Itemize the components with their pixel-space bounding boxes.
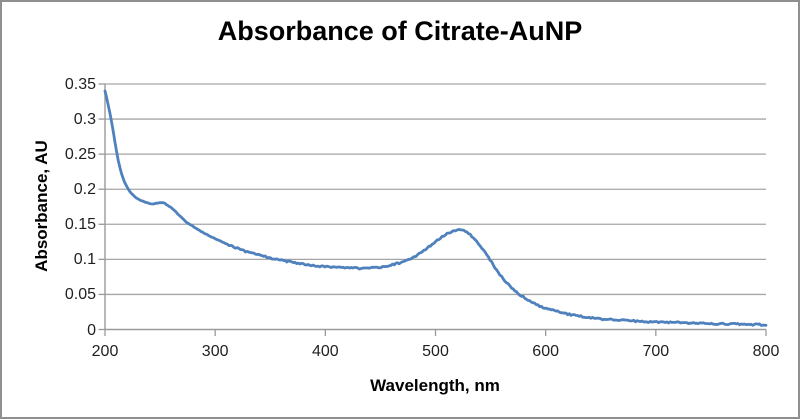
x-tick-label: 300 [201,342,229,360]
x-tick-label: 500 [422,342,449,360]
x-tick-label: 200 [91,342,119,360]
x-tick-label: 700 [642,342,670,360]
x-tick-label: 800 [752,342,780,360]
y-tick-label: 0.35 [64,76,96,93]
y-tick-label: 0.05 [64,286,96,304]
series-line [103,89,768,327]
x-tick-label: 600 [532,342,559,360]
chart-title: Absorbance of Citrate-AuNP [217,16,583,46]
y-tick-label: 0 [87,321,96,339]
y-tick-label: 0.25 [64,146,96,164]
y-tick-label: 0.15 [64,216,96,234]
y-tick-label: 0.1 [73,251,96,269]
y-tick-label: 0.3 [73,111,96,129]
x-tick-label: 400 [311,342,339,360]
x-axis-title: Wavelength, nm [370,376,500,395]
y-tick-label: 0.2 [73,181,96,199]
y-axis-title: Absorbance, AU [32,140,51,272]
